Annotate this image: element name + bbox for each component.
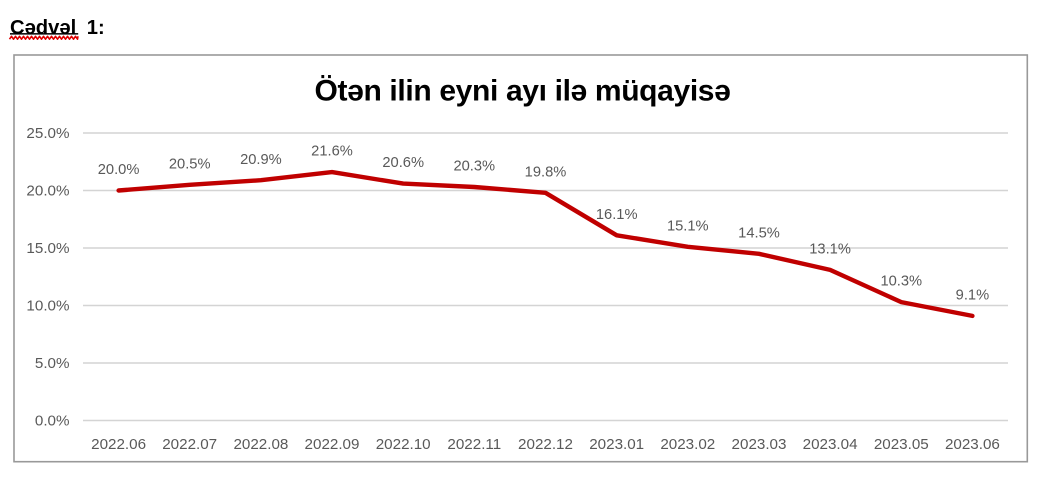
svg-text:19.8%: 19.8%	[525, 164, 567, 180]
svg-text:10.3%: 10.3%	[880, 274, 922, 290]
svg-text:2023.02: 2023.02	[660, 436, 715, 453]
svg-text:15.1%: 15.1%	[667, 218, 709, 234]
svg-text:20.5%: 20.5%	[169, 156, 211, 172]
svg-text:2023.04: 2023.04	[803, 436, 858, 453]
svg-text:14.5%: 14.5%	[738, 225, 780, 241]
svg-text:16.1%: 16.1%	[596, 207, 638, 223]
svg-text:10.0%: 10.0%	[26, 298, 69, 315]
svg-text:2023.01: 2023.01	[589, 436, 644, 453]
svg-text:Cədvəl 1:: Cədvəl 1:	[10, 17, 105, 39]
svg-text:20.6%: 20.6%	[382, 155, 424, 171]
svg-text:25.0%: 25.0%	[26, 125, 69, 142]
svg-text:13.1%: 13.1%	[809, 242, 851, 258]
svg-text:5.0%: 5.0%	[35, 355, 70, 372]
svg-text:20.3%: 20.3%	[453, 159, 495, 175]
svg-text:Ötən ilin eyni ayı ilə müqayis: Ötən ilin eyni ayı ilə müqayisə	[315, 75, 731, 108]
svg-text:0.0%: 0.0%	[35, 413, 70, 430]
svg-text:20.0%: 20.0%	[98, 162, 140, 178]
svg-text:20.0%: 20.0%	[26, 183, 69, 200]
svg-text:9.1%: 9.1%	[956, 288, 989, 304]
svg-text:2023.06: 2023.06	[945, 436, 1000, 453]
svg-text:2022.06: 2022.06	[91, 436, 146, 453]
svg-text:2023.03: 2023.03	[732, 436, 787, 453]
svg-text:20.9%: 20.9%	[240, 152, 282, 168]
svg-text:21.6%: 21.6%	[311, 144, 353, 160]
svg-text:2022.07: 2022.07	[162, 436, 217, 453]
svg-text:2023.05: 2023.05	[874, 436, 929, 453]
svg-text:2022.09: 2022.09	[305, 436, 360, 453]
svg-text:2022.10: 2022.10	[376, 436, 431, 453]
svg-text:2022.08: 2022.08	[233, 436, 288, 453]
svg-text:2022.12: 2022.12	[518, 436, 573, 453]
svg-text:2022.11: 2022.11	[447, 436, 501, 453]
svg-text:15.0%: 15.0%	[26, 240, 69, 257]
